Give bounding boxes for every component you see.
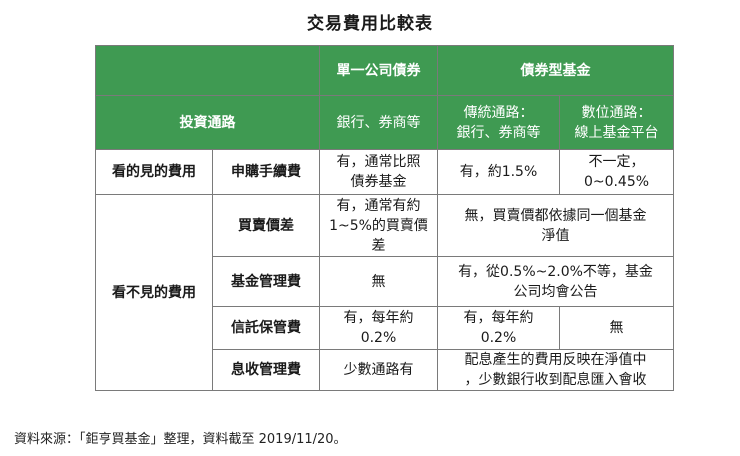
subscription-single-bond: 有，通常比照 債券基金 [319, 149, 438, 195]
fee-label-custody: 信託保管費 [212, 306, 320, 350]
spread-single-bond: 有，通常有約 1~5%的買賣價 差 [319, 194, 438, 257]
page-title: 交易費用比較表 [307, 14, 433, 34]
custody-traditional: 有，每年約 0.2% [437, 306, 560, 350]
interest-fund: 配息產生的費用反映在淨值中 ，少數銀行收到配息匯入會收 [437, 349, 674, 391]
subscription-digital: 不一定， 0~0.45% [559, 149, 674, 195]
header-empty-cell [95, 45, 320, 96]
table-row-subscription-fee: 看的見的費用 申購手續費 有，通常比照 債券基金 有，約1.5% 不一定， 0~… [95, 149, 674, 195]
management-fund: 有，從0.5%~2.0%不等，基金 公司均會公告 [437, 256, 674, 307]
header-investment-channel: 投資通路 [95, 95, 320, 150]
category-visible-fees: 看的見的費用 [95, 149, 213, 195]
header-bond-fund: 債券型基金 [437, 45, 674, 96]
fee-label-management: 基金管理費 [212, 256, 320, 307]
fee-comparison-table: 單一公司債券 債券型基金 投資通路 銀行、券商等 傳統通路： 銀行、券商等 數位… [95, 45, 674, 391]
custody-single-bond: 有，每年約 0.2% [319, 306, 438, 350]
source-note: 資料來源：「鉅亨買基金」整理，資料截至 2019/11/20。 [14, 432, 347, 447]
header-channel-single-bond: 銀行、券商等 [319, 95, 438, 150]
interest-single-bond: 少數通路有 [319, 349, 438, 391]
category-hidden-fees: 看不見的費用 [95, 194, 213, 391]
custody-digital: 無 [559, 306, 674, 350]
subscription-traditional: 有，約1.5% [437, 149, 560, 195]
table-row-interest-fee: 息收管理費 少數通路有 配息產生的費用反映在淨值中 ，少數銀行收到配息匯入會收 [96, 349, 674, 391]
header-single-bond: 單一公司債券 [319, 45, 438, 96]
fee-label-subscription: 申購手續費 [212, 149, 320, 195]
spread-fund: 無，買賣價都依據同一個基金 淨值 [437, 194, 674, 257]
header-channel-digital: 數位通路： 線上基金平台 [559, 95, 674, 150]
table-row-management-fee: 基金管理費 無 有，從0.5%~2.0%不等，基金 公司均會公告 [96, 256, 674, 307]
table-row-custody-fee: 信託保管費 有，每年約 0.2% 有，每年約 0.2% 無 [96, 306, 674, 350]
header-row-channels: 投資通路 銀行、券商等 傳統通路： 銀行、券商等 數位通路： 線上基金平台 [95, 95, 674, 150]
fee-label-interest-collection: 息收管理費 [212, 349, 320, 391]
header-row-products: 單一公司債券 債券型基金 [95, 45, 674, 96]
table-row-spread: 看不見的費用 買賣價差 有，通常有約 1~5%的買賣價 差 無，買賣價都依據同一… [95, 194, 674, 391]
fee-label-spread: 買賣價差 [212, 194, 320, 257]
header-channel-traditional: 傳統通路： 銀行、券商等 [437, 95, 560, 150]
management-single-bond: 無 [319, 256, 438, 307]
